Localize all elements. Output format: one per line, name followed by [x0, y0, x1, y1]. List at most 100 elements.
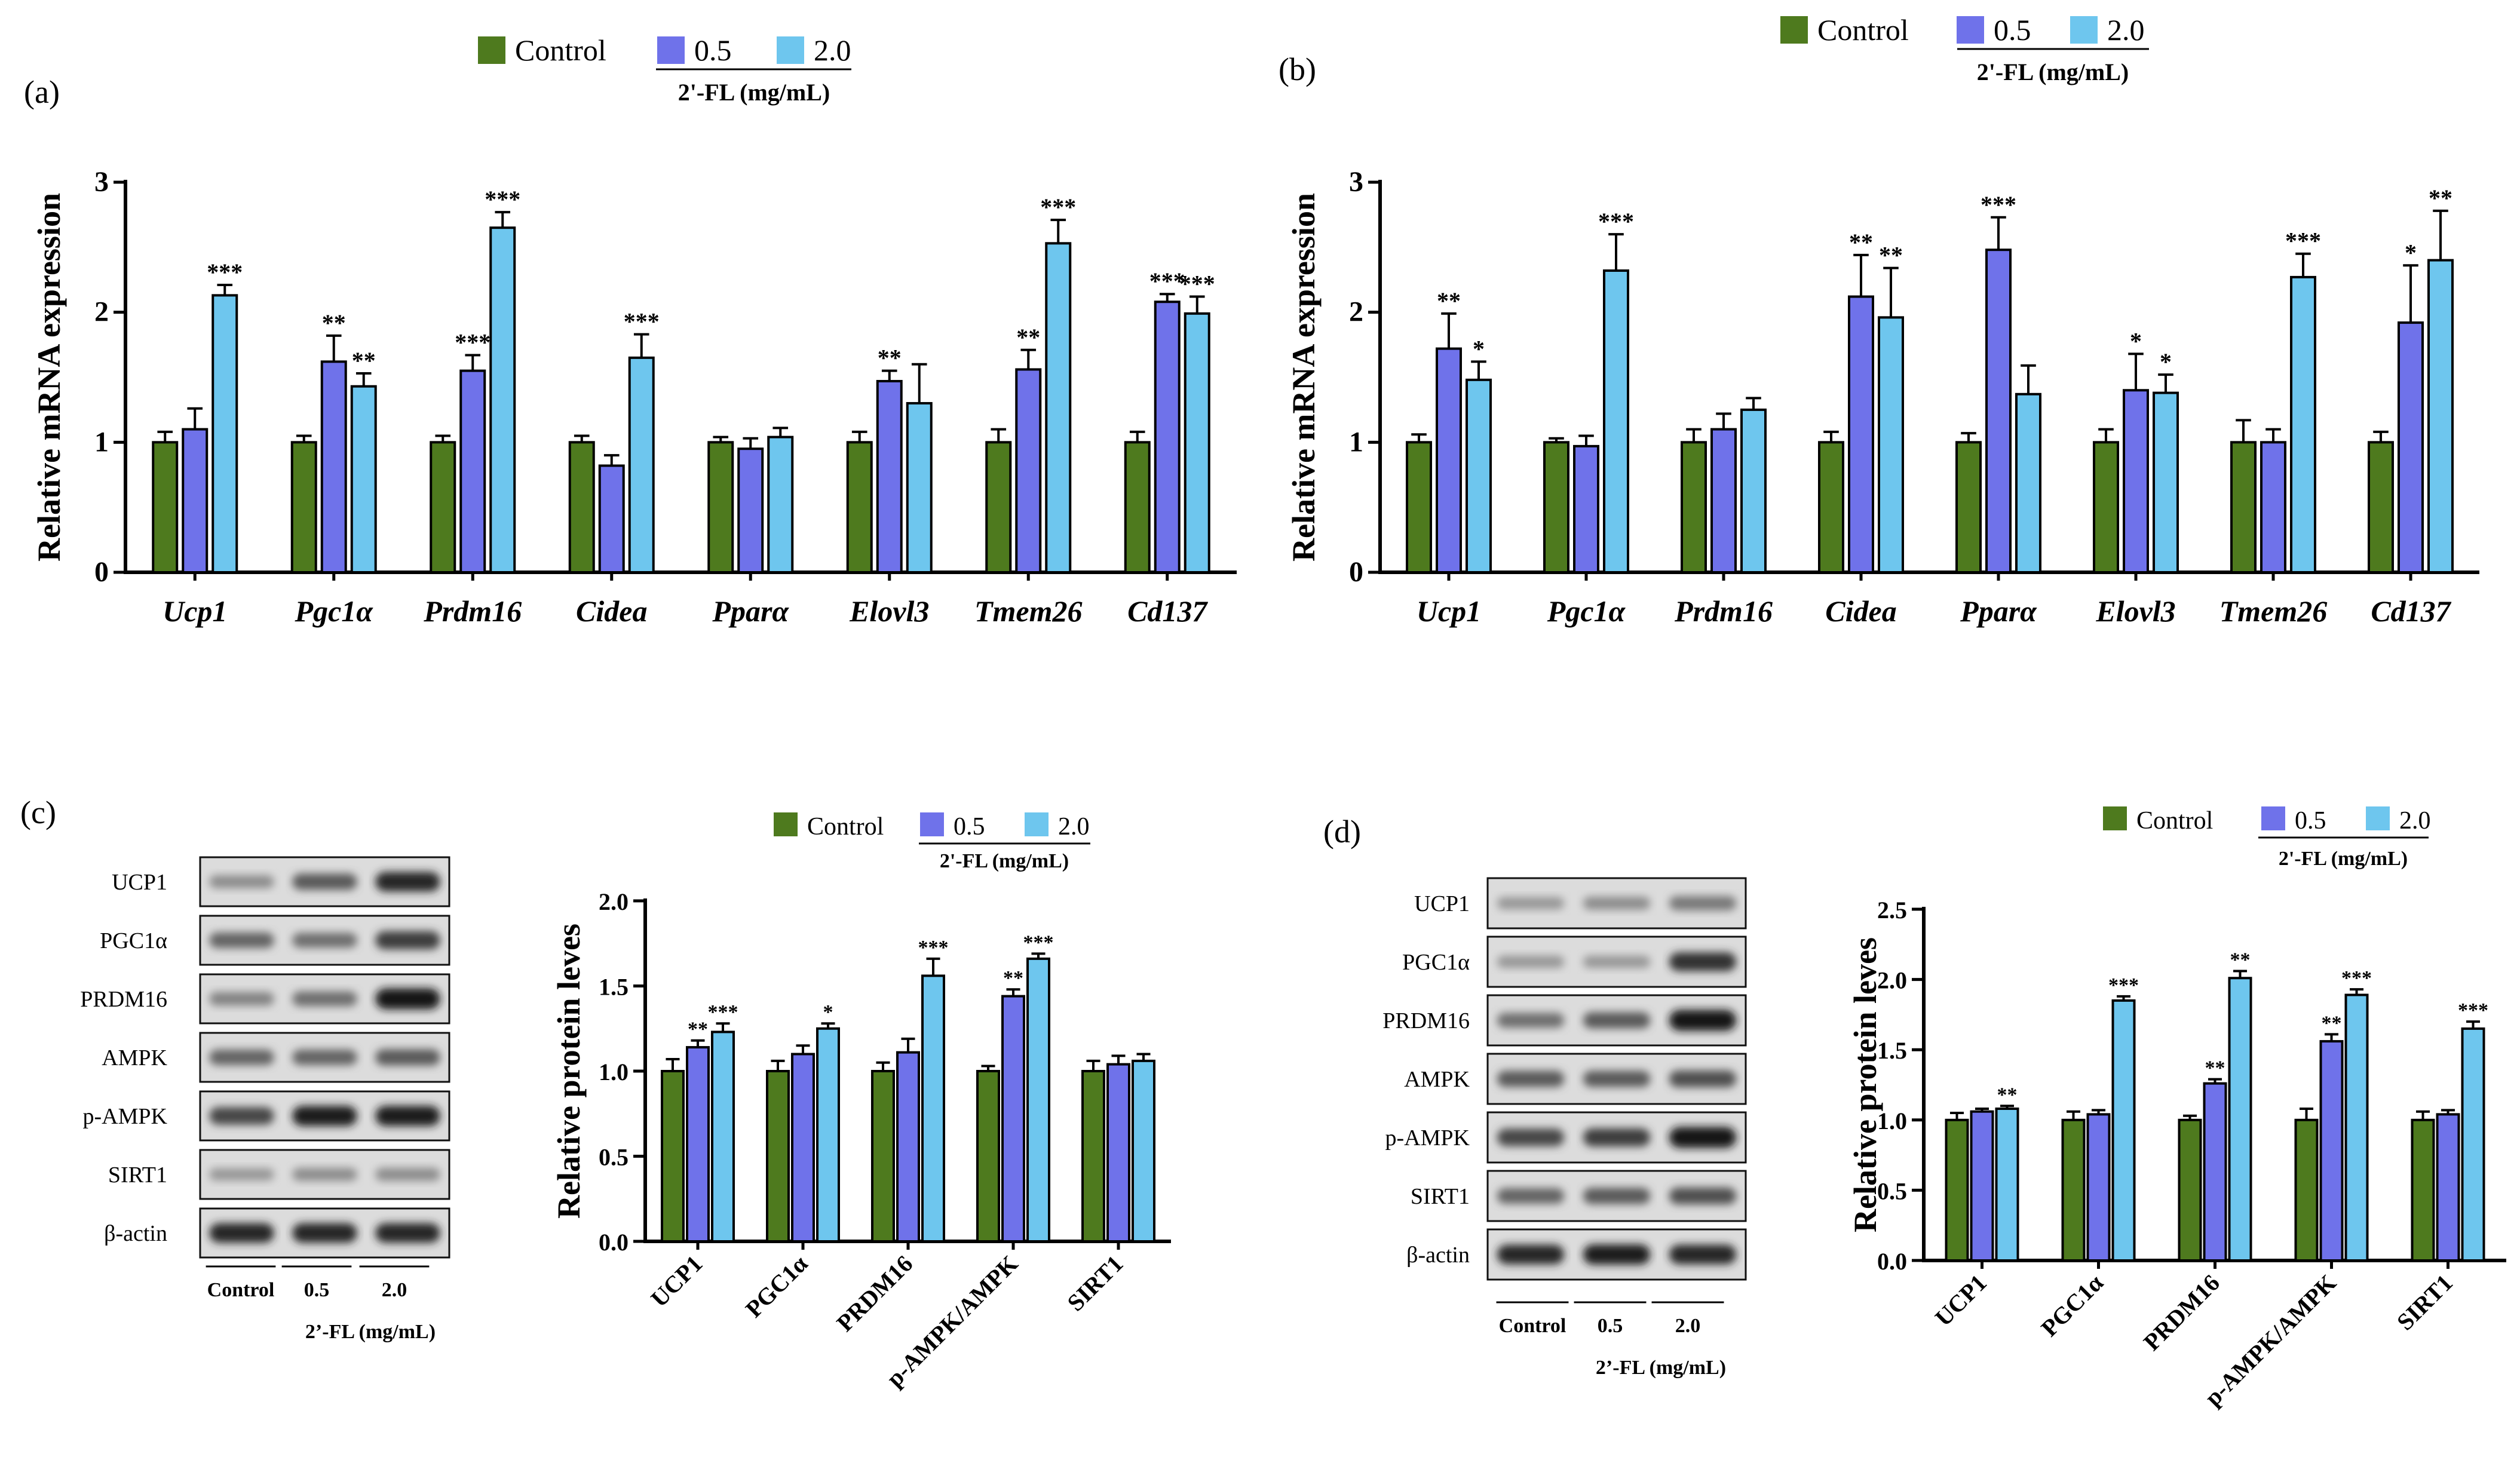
significance-label: *** [2458, 999, 2488, 1022]
blot-band [292, 1223, 357, 1243]
blot-row-label: PGC1α [100, 928, 167, 953]
blot-row-label: SIRT1 [108, 1163, 167, 1188]
significance-label: ** [1997, 1084, 2018, 1106]
significance-label: *** [1598, 208, 1634, 235]
y-tick-label: 1.5 [1877, 1037, 1907, 1064]
legend-label: 0.5 [694, 33, 732, 67]
significance-label: *** [2285, 228, 2321, 254]
blot-band [1497, 1071, 1565, 1087]
chart-panel-c: (c) 0.0 0.5 1.0 1.5 2.0 Relative protein leves… [20, 795, 1171, 1392]
significance-label: *** [1981, 191, 2016, 218]
blot-band [209, 992, 274, 1006]
panel-label: (c) [20, 795, 56, 830]
bar [290, 441, 317, 573]
blot-band [292, 991, 357, 1007]
legend-swatch [478, 36, 505, 64]
blot-band [209, 1168, 274, 1181]
x-tick-label: Pgc1α [1547, 594, 1626, 628]
significance-label: *** [1149, 268, 1185, 295]
significance-label: ** [1016, 324, 1040, 351]
legend-title: 2'-FL (mg/mL) [678, 79, 830, 106]
legend-title: 2'-FL (mg/mL) [940, 850, 1069, 872]
y-tick-label: 2 [94, 296, 109, 328]
bar [2290, 275, 2316, 573]
blot-band [1583, 1012, 1651, 1029]
bar [1955, 441, 1982, 573]
lane-label: Control [1499, 1315, 1566, 1337]
blot-band [375, 1106, 440, 1126]
x-tick-label: Cd137 [1127, 594, 1208, 628]
blot-row-label: β-actin [1406, 1243, 1470, 1268]
y-axis-label: Relative mRNA expression [1286, 193, 1322, 562]
bar [1406, 441, 1432, 573]
y-tick-label: 1.0 [1877, 1108, 1907, 1134]
lane-label: 2.0 [382, 1279, 407, 1301]
significance-label: ** [1879, 242, 1903, 269]
blot-band [292, 873, 357, 890]
bar [1543, 441, 1569, 573]
bar [1681, 441, 1707, 573]
legend-label: Control [515, 33, 606, 67]
bar [350, 385, 377, 574]
bar [766, 1070, 790, 1243]
blot-band [1669, 1010, 1737, 1031]
legend-label: Control [1817, 13, 1909, 47]
blot-band [1669, 1244, 1737, 1265]
bar [1985, 249, 2012, 574]
bar [152, 441, 179, 573]
bar [816, 1027, 840, 1243]
legend: Control 0.5 2.0 2'-FL (mg/mL) [478, 33, 851, 106]
y-tick-label: 0.5 [599, 1144, 629, 1171]
x-tick-label: Tmem26 [2219, 594, 2328, 628]
significance-label: *** [1179, 271, 1215, 297]
blot-band [375, 931, 440, 950]
significance-label: * [2130, 327, 2142, 354]
bar [2230, 441, 2257, 573]
x-tick-label: Cidea [1825, 594, 1896, 628]
legend-swatch [2366, 806, 2390, 830]
bar [1466, 378, 1492, 573]
x-tick-label: SIRT1 [1062, 1250, 1128, 1317]
y-axis-label: Relative protein leves [1847, 937, 1883, 1232]
blot-band [1583, 1244, 1651, 1265]
blot-band [292, 933, 357, 948]
bar [1995, 1107, 2019, 1262]
bar [1436, 347, 1462, 573]
bar [2344, 993, 2369, 1262]
blot-band [1583, 1071, 1651, 1087]
x-tick-label: Ucp1 [163, 594, 227, 628]
blot-band [375, 872, 440, 892]
bar [2398, 321, 2424, 574]
legend-swatch [777, 36, 804, 64]
blot-band [1497, 1188, 1565, 1204]
blot-band [1669, 1070, 1737, 1088]
legend-title: 2'-FL (mg/mL) [1977, 59, 2129, 85]
y-tick-label: 2.0 [599, 888, 629, 915]
x-tick-label: Ucp1 [1417, 594, 1481, 628]
blot-row-label: SIRT1 [1411, 1184, 1470, 1209]
bar [2123, 389, 2149, 573]
bar [791, 1053, 815, 1243]
x-tick-label: Cidea [576, 594, 647, 628]
blot-row-label: p-AMPK [1385, 1125, 1470, 1151]
chart-panel-a: (a) 0 1 2 3 Relative mRNA expression *** Ucp1 **… [24, 33, 1237, 628]
significance-label: ** [1849, 229, 1873, 256]
legend-label: 2.0 [1058, 813, 1090, 841]
blot-band [209, 1107, 274, 1125]
blot-row-label: AMPK [102, 1045, 167, 1071]
y-tick-label: 2 [1349, 296, 1363, 328]
blot-band [292, 1106, 357, 1126]
blot-band [1497, 1128, 1565, 1146]
legend-label: 0.5 [2295, 807, 2326, 835]
bar [2411, 1118, 2435, 1262]
significance-label: * [823, 1001, 833, 1023]
x-tick-label: Pparα [1960, 594, 2037, 628]
blot-row-label: p-AMPK [83, 1104, 168, 1129]
lane-label: Control [207, 1279, 275, 1301]
bar [1124, 441, 1151, 573]
legend-label: Control [807, 813, 884, 841]
bar [976, 1070, 1000, 1243]
blot-band [1669, 896, 1737, 910]
bar [846, 441, 873, 573]
significance-label: ** [878, 345, 902, 372]
